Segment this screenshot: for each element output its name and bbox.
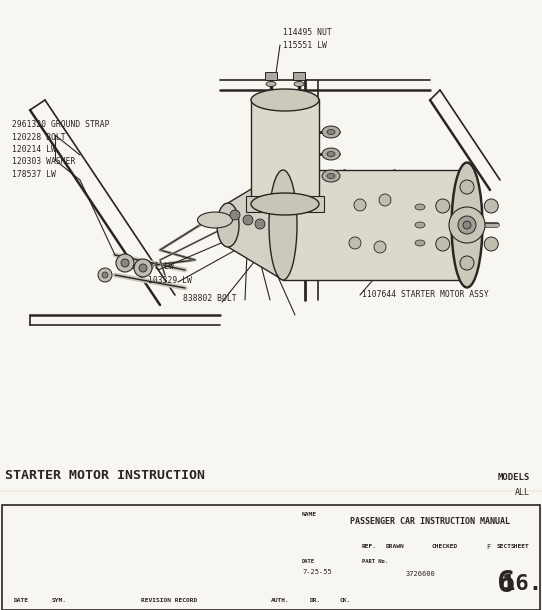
Ellipse shape xyxy=(251,193,319,215)
Bar xyxy=(0,492,542,610)
Text: 16.00: 16.00 xyxy=(502,574,542,594)
Circle shape xyxy=(449,207,485,243)
Ellipse shape xyxy=(415,240,425,246)
Text: DATE: DATE xyxy=(14,598,29,603)
Circle shape xyxy=(460,180,474,194)
Text: 838802 BOLT: 838802 BOLT xyxy=(183,294,237,303)
Circle shape xyxy=(436,199,450,213)
FancyBboxPatch shape xyxy=(251,99,319,204)
Circle shape xyxy=(374,241,386,253)
Circle shape xyxy=(121,259,129,267)
Text: NAME: NAME xyxy=(302,512,317,517)
Ellipse shape xyxy=(415,222,425,228)
Text: SHEET: SHEET xyxy=(511,545,530,550)
Text: MODELS: MODELS xyxy=(498,473,530,482)
Ellipse shape xyxy=(266,82,276,87)
Circle shape xyxy=(484,199,498,213)
Text: 115551 LW: 115551 LW xyxy=(130,262,174,271)
Text: 6: 6 xyxy=(497,570,515,598)
Circle shape xyxy=(379,194,391,206)
Text: 7-25-55: 7-25-55 xyxy=(302,569,332,575)
Text: 114495 NUT
115551 LW: 114495 NUT 115551 LW xyxy=(283,28,332,49)
Text: F: F xyxy=(486,544,490,550)
Circle shape xyxy=(436,237,450,251)
Bar xyxy=(283,170,468,280)
Circle shape xyxy=(243,215,253,225)
Text: 2961320 GROUND STRAP
120228 BOLT
120214 LW
120303 WASHER
178537 LW: 2961320 GROUND STRAP 120228 BOLT 120214 … xyxy=(12,120,109,179)
Ellipse shape xyxy=(197,212,233,228)
Ellipse shape xyxy=(322,126,340,138)
Ellipse shape xyxy=(251,89,319,111)
Ellipse shape xyxy=(327,129,335,134)
Circle shape xyxy=(484,237,498,251)
Text: 1107644 STARTER MOTOR ASSY: 1107644 STARTER MOTOR ASSY xyxy=(362,290,489,299)
Text: DR.: DR. xyxy=(309,598,321,603)
Text: SYM.: SYM. xyxy=(51,598,67,603)
Ellipse shape xyxy=(217,203,239,247)
Circle shape xyxy=(134,259,152,277)
Ellipse shape xyxy=(452,163,482,287)
Text: 103329 LW: 103329 LW xyxy=(148,276,192,285)
Text: DRAWN: DRAWN xyxy=(385,545,404,550)
Circle shape xyxy=(98,268,112,282)
Circle shape xyxy=(255,219,265,229)
Polygon shape xyxy=(228,170,283,280)
Circle shape xyxy=(102,272,108,278)
Bar xyxy=(2,505,540,610)
Text: AUTH.: AUTH. xyxy=(270,598,289,603)
Bar xyxy=(293,72,305,80)
Circle shape xyxy=(460,256,474,270)
Circle shape xyxy=(354,199,366,211)
Circle shape xyxy=(463,221,471,229)
Ellipse shape xyxy=(322,148,340,160)
FancyBboxPatch shape xyxy=(246,196,324,212)
Text: 3726600: 3726600 xyxy=(405,571,435,577)
Circle shape xyxy=(139,264,147,272)
Text: ALL: ALL xyxy=(515,488,530,497)
Text: STARTER MOTOR INSTRUCTION: STARTER MOTOR INSTRUCTION xyxy=(5,469,205,482)
Circle shape xyxy=(116,254,134,272)
Text: REVISION RECORD: REVISION RECORD xyxy=(141,598,197,603)
Circle shape xyxy=(230,210,240,220)
Ellipse shape xyxy=(327,151,335,157)
Ellipse shape xyxy=(327,173,335,179)
Circle shape xyxy=(349,237,361,249)
Text: PASSENGER CAR INSTRUCTION MANUAL: PASSENGER CAR INSTRUCTION MANUAL xyxy=(350,517,510,526)
Text: SECT.: SECT. xyxy=(497,545,516,550)
Ellipse shape xyxy=(415,204,425,210)
Text: DATE: DATE xyxy=(302,559,315,564)
Text: PART No.: PART No. xyxy=(362,559,388,564)
Ellipse shape xyxy=(269,170,297,280)
Bar xyxy=(265,72,277,80)
Text: REF.: REF. xyxy=(362,545,377,550)
Bar xyxy=(0,0,542,490)
Text: CK.: CK. xyxy=(339,598,351,603)
Ellipse shape xyxy=(322,170,340,182)
Circle shape xyxy=(458,216,476,234)
Ellipse shape xyxy=(294,82,304,87)
Text: CHECKED: CHECKED xyxy=(432,545,458,550)
